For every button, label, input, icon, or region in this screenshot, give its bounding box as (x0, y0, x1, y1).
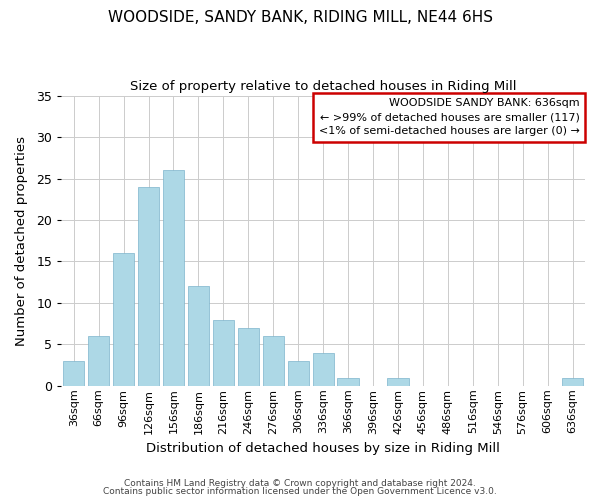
Bar (88, 336, 109, 386)
Y-axis label: Number of detached properties: Number of detached properties (15, 136, 28, 346)
Text: Contains public sector information licensed under the Open Government Licence v3: Contains public sector information licen… (103, 487, 497, 496)
Bar (562, 378, 583, 386)
Text: WOODSIDE, SANDY BANK, RIDING MILL, NE44 6HS: WOODSIDE, SANDY BANK, RIDING MILL, NE44 … (107, 10, 493, 25)
Bar (63, 361, 85, 386)
X-axis label: Distribution of detached houses by size in Riding Mill: Distribution of detached houses by size … (146, 442, 500, 455)
Text: Contains HM Land Registry data © Crown copyright and database right 2024.: Contains HM Land Registry data © Crown c… (124, 478, 476, 488)
Bar (238, 328, 259, 386)
Bar (337, 378, 359, 386)
Bar (188, 286, 209, 386)
Bar (163, 170, 184, 386)
Text: WOODSIDE SANDY BANK: 636sqm
← >99% of detached houses are smaller (117)
<1% of s: WOODSIDE SANDY BANK: 636sqm ← >99% of de… (319, 98, 580, 136)
Bar (213, 320, 234, 386)
Title: Size of property relative to detached houses in Riding Mill: Size of property relative to detached ho… (130, 80, 517, 93)
Bar (388, 378, 409, 386)
Bar (263, 336, 284, 386)
Bar (287, 361, 309, 386)
Bar (313, 352, 334, 386)
Bar (113, 253, 134, 386)
Bar (138, 187, 159, 386)
